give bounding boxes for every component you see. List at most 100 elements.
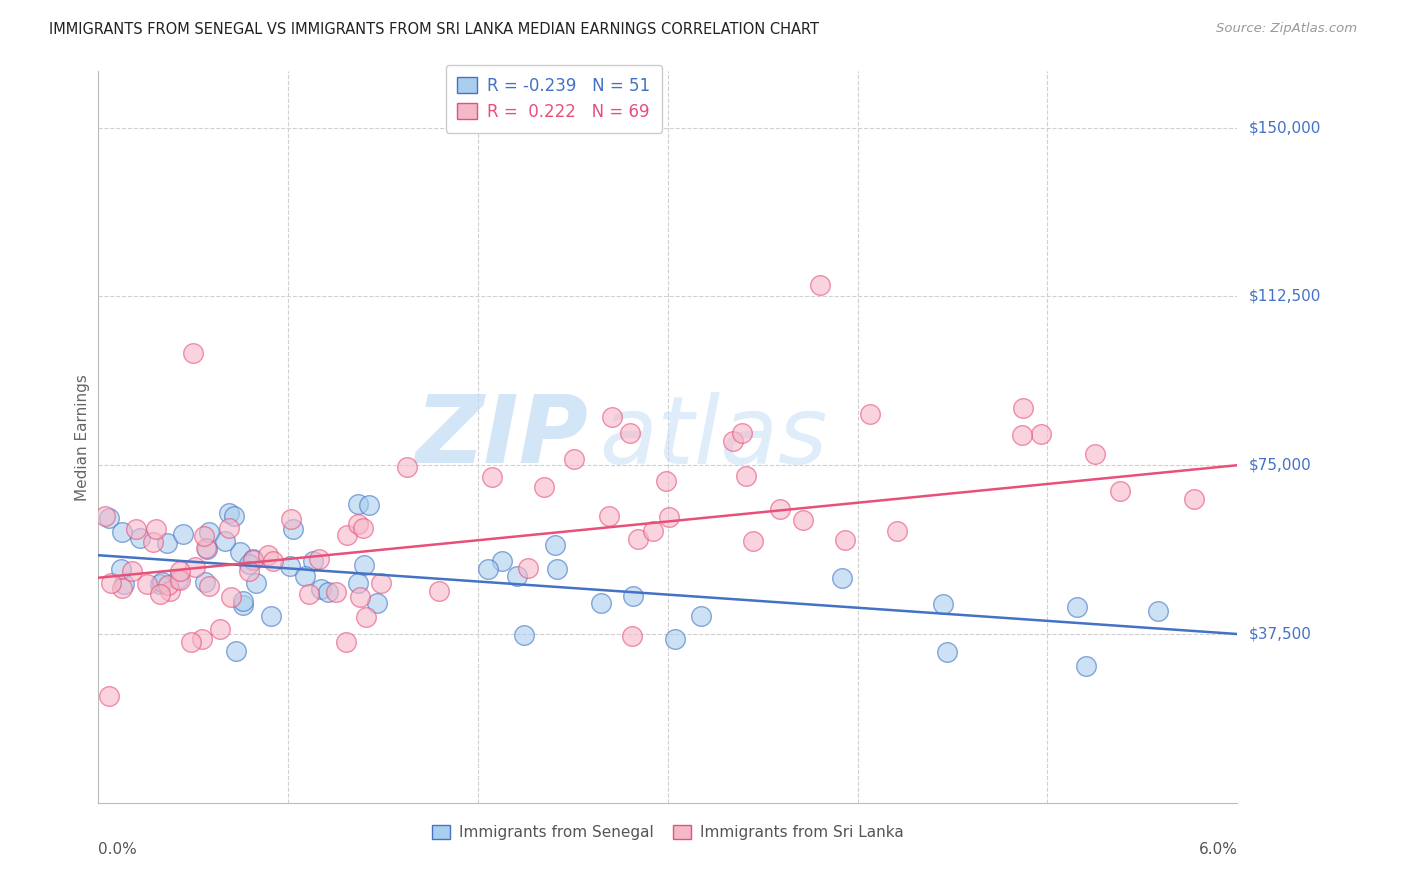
- Point: [298, 587, 321, 601]
- Point: [690, 609, 713, 624]
- Point: [353, 558, 375, 572]
- Point: [1029, 426, 1052, 441]
- Point: [600, 410, 623, 425]
- Point: [257, 548, 280, 562]
- Text: $37,500: $37,500: [1249, 626, 1312, 641]
- Point: [589, 597, 612, 611]
- Point: [562, 451, 585, 466]
- Point: [335, 634, 357, 648]
- Point: [111, 524, 134, 539]
- Point: [218, 506, 240, 520]
- Point: [208, 622, 231, 636]
- Point: [346, 497, 368, 511]
- Point: [238, 564, 260, 578]
- Text: ZIP: ZIP: [415, 391, 588, 483]
- Point: [366, 595, 388, 609]
- Point: [198, 524, 221, 539]
- Point: [356, 609, 378, 624]
- Point: [859, 407, 882, 421]
- Point: [619, 426, 641, 441]
- Point: [664, 632, 686, 646]
- Point: [347, 517, 370, 532]
- Point: [1084, 447, 1107, 461]
- Point: [769, 502, 792, 516]
- Point: [180, 635, 202, 649]
- Point: [546, 562, 568, 576]
- Text: atlas: atlas: [599, 392, 828, 483]
- Point: [159, 583, 181, 598]
- Text: $75,000: $75,000: [1249, 458, 1312, 473]
- Point: [302, 554, 325, 568]
- Point: [370, 576, 392, 591]
- Point: [219, 590, 242, 604]
- Point: [232, 598, 254, 612]
- Point: [512, 627, 534, 641]
- Legend: Immigrants from Senegal, Immigrants from Sri Lanka: Immigrants from Senegal, Immigrants from…: [426, 819, 910, 847]
- Point: [94, 508, 117, 523]
- Point: [655, 475, 678, 489]
- Text: $112,500: $112,500: [1249, 289, 1320, 304]
- Point: [98, 511, 121, 525]
- Point: [169, 573, 191, 587]
- Point: [229, 545, 252, 559]
- Point: [1011, 428, 1033, 442]
- Point: [214, 534, 236, 549]
- Point: [834, 533, 856, 548]
- Point: [100, 576, 122, 591]
- Point: [308, 552, 330, 566]
- Point: [477, 561, 499, 575]
- Point: [723, 434, 745, 449]
- Point: [1076, 659, 1098, 673]
- Point: [149, 586, 172, 600]
- Point: [481, 470, 503, 484]
- Point: [191, 632, 214, 647]
- Point: [169, 564, 191, 578]
- Point: [97, 690, 120, 704]
- Point: [194, 575, 217, 590]
- Point: [336, 528, 359, 542]
- Point: [278, 559, 301, 574]
- Point: [808, 278, 831, 293]
- Point: [111, 581, 134, 595]
- Point: [242, 551, 264, 566]
- Text: IMMIGRANTS FROM SENEGAL VS IMMIGRANTS FROM SRI LANKA MEDIAN EARNINGS CORRELATION: IMMIGRANTS FROM SENEGAL VS IMMIGRANTS FR…: [49, 22, 820, 37]
- Point: [242, 553, 264, 567]
- Point: [156, 578, 179, 592]
- Point: [517, 561, 540, 575]
- Point: [831, 571, 853, 585]
- Point: [125, 522, 148, 536]
- Text: 6.0%: 6.0%: [1198, 842, 1237, 856]
- Point: [232, 593, 254, 607]
- Point: [741, 534, 763, 549]
- Point: [544, 538, 567, 552]
- Point: [932, 597, 955, 611]
- Point: [792, 513, 814, 527]
- Point: [1182, 491, 1205, 506]
- Point: [112, 576, 135, 591]
- Y-axis label: Median Earnings: Median Earnings: [75, 374, 90, 500]
- Point: [621, 629, 644, 643]
- Text: Source: ZipAtlas.com: Source: ZipAtlas.com: [1216, 22, 1357, 36]
- Point: [731, 425, 754, 440]
- Point: [260, 609, 283, 624]
- Point: [245, 575, 267, 590]
- Point: [195, 542, 218, 557]
- Point: [150, 574, 173, 589]
- Point: [294, 569, 316, 583]
- Text: 0.0%: 0.0%: [98, 842, 138, 856]
- Point: [325, 584, 347, 599]
- Point: [281, 522, 304, 536]
- Point: [156, 535, 179, 549]
- Point: [142, 535, 165, 549]
- Point: [128, 531, 150, 545]
- Point: [136, 576, 159, 591]
- Point: [149, 576, 172, 591]
- Point: [621, 590, 644, 604]
- Point: [734, 469, 756, 483]
- Point: [121, 564, 143, 578]
- Point: [225, 644, 247, 658]
- Point: [533, 480, 555, 494]
- Point: [183, 345, 205, 359]
- Point: [172, 526, 194, 541]
- Point: [222, 508, 245, 523]
